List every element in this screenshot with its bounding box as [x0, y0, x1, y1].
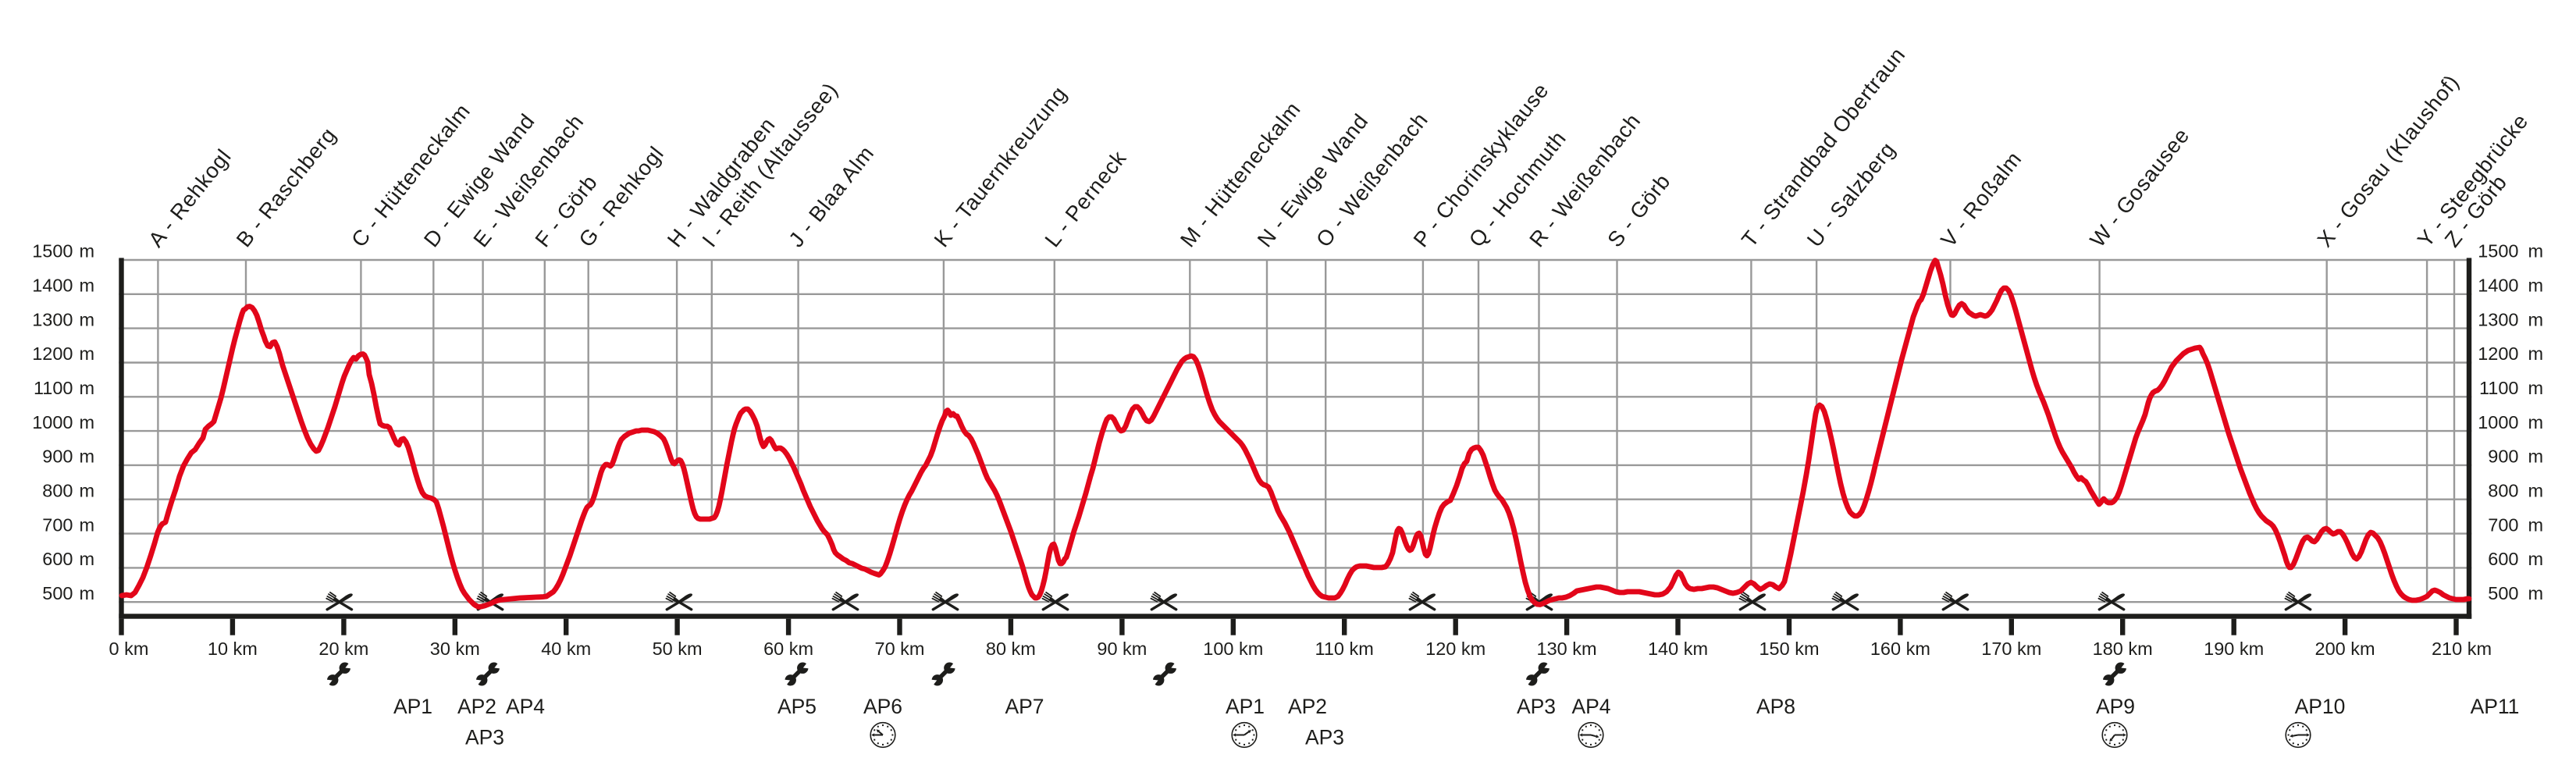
svg-text:1100: 1100	[34, 378, 73, 398]
svg-text:900: 900	[2488, 447, 2518, 467]
svg-text:AP11: AP11	[2471, 695, 2520, 718]
svg-text:m: m	[80, 309, 95, 329]
svg-text:100 km: 100 km	[1203, 639, 1263, 659]
svg-text:160 km: 160 km	[1870, 639, 1930, 659]
svg-text:AP2: AP2	[1288, 695, 1327, 718]
svg-text:1000: 1000	[32, 412, 73, 432]
svg-text:800: 800	[42, 480, 73, 500]
svg-text:m: m	[80, 276, 95, 296]
svg-text:80 km: 80 km	[986, 639, 1036, 659]
svg-text:140 km: 140 km	[1648, 639, 1708, 659]
svg-text:1300: 1300	[2478, 309, 2518, 329]
svg-text:m: m	[80, 583, 95, 603]
svg-text:800: 800	[2488, 480, 2518, 500]
svg-text:30 km: 30 km	[430, 639, 480, 659]
svg-text:AP1: AP1	[1226, 695, 1265, 718]
svg-text:40 km: 40 km	[541, 639, 591, 659]
svg-text:AP2: AP2	[457, 695, 496, 718]
svg-text:1400: 1400	[2478, 276, 2518, 296]
svg-text:50 km: 50 km	[653, 639, 703, 659]
svg-text:m: m	[2528, 378, 2544, 398]
svg-text:1100: 1100	[2479, 378, 2519, 398]
svg-text:170 km: 170 km	[1981, 639, 2041, 659]
svg-text:m: m	[80, 378, 95, 398]
svg-text:AP8: AP8	[1756, 695, 1795, 718]
svg-text:AP6: AP6	[863, 695, 902, 718]
svg-text:1500: 1500	[2478, 241, 2518, 262]
svg-text:m: m	[80, 412, 95, 432]
svg-text:70 km: 70 km	[875, 639, 925, 659]
svg-text:200 km: 200 km	[2315, 639, 2375, 659]
svg-text:m: m	[2528, 480, 2544, 500]
svg-text:500: 500	[2488, 583, 2518, 603]
svg-text:m: m	[80, 241, 95, 262]
svg-text:600: 600	[42, 549, 73, 569]
svg-text:m: m	[2528, 514, 2544, 535]
svg-text:m: m	[2528, 583, 2544, 603]
svg-text:1000: 1000	[2478, 412, 2518, 432]
svg-text:AP4: AP4	[1571, 695, 1610, 718]
svg-text:AP3: AP3	[465, 726, 504, 749]
svg-text:1300: 1300	[32, 309, 73, 329]
svg-text:m: m	[80, 549, 95, 569]
svg-text:10 km: 10 km	[208, 639, 258, 659]
svg-text:m: m	[80, 447, 95, 467]
svg-text:m: m	[2528, 276, 2544, 296]
svg-text:900: 900	[42, 447, 73, 467]
svg-text:m: m	[80, 514, 95, 535]
svg-text:190 km: 190 km	[2204, 639, 2264, 659]
svg-text:m: m	[80, 480, 95, 500]
svg-text:90 km: 90 km	[1097, 639, 1147, 659]
svg-text:700: 700	[42, 514, 73, 535]
svg-text:AP10: AP10	[2295, 695, 2346, 718]
svg-text:m: m	[2528, 343, 2544, 364]
svg-text:600: 600	[2488, 549, 2518, 569]
svg-text:AP1: AP1	[393, 695, 432, 718]
svg-text:AP3: AP3	[1305, 726, 1344, 749]
svg-text:180 km: 180 km	[2093, 639, 2153, 659]
svg-text:m: m	[2528, 447, 2544, 467]
svg-text:60 km: 60 km	[763, 639, 813, 659]
svg-text:1400: 1400	[32, 276, 73, 296]
svg-text:500: 500	[42, 583, 73, 603]
svg-text:AP5: AP5	[777, 695, 817, 718]
svg-text:1200: 1200	[2478, 343, 2518, 364]
svg-text:1200: 1200	[32, 343, 73, 364]
svg-text:20 km: 20 km	[318, 639, 368, 659]
svg-text:AP3: AP3	[1517, 695, 1556, 718]
svg-text:1500: 1500	[32, 241, 73, 262]
svg-text:700: 700	[2488, 514, 2518, 535]
svg-text:m: m	[2528, 241, 2544, 262]
svg-text:AP9: AP9	[2096, 695, 2135, 718]
svg-text:AP7: AP7	[1005, 695, 1044, 718]
svg-text:m: m	[2528, 309, 2544, 329]
svg-text:130 km: 130 km	[1537, 639, 1597, 659]
svg-text:210 km: 210 km	[2432, 639, 2492, 659]
svg-text:120 km: 120 km	[1425, 639, 1485, 659]
svg-text:m: m	[2528, 412, 2544, 432]
svg-text:0 km: 0 km	[109, 639, 149, 659]
svg-text:110 km: 110 km	[1315, 639, 1374, 659]
svg-text:m: m	[2528, 549, 2544, 569]
svg-text:AP4: AP4	[506, 695, 545, 718]
svg-text:150 km: 150 km	[1759, 639, 1819, 659]
svg-text:m: m	[80, 343, 95, 364]
